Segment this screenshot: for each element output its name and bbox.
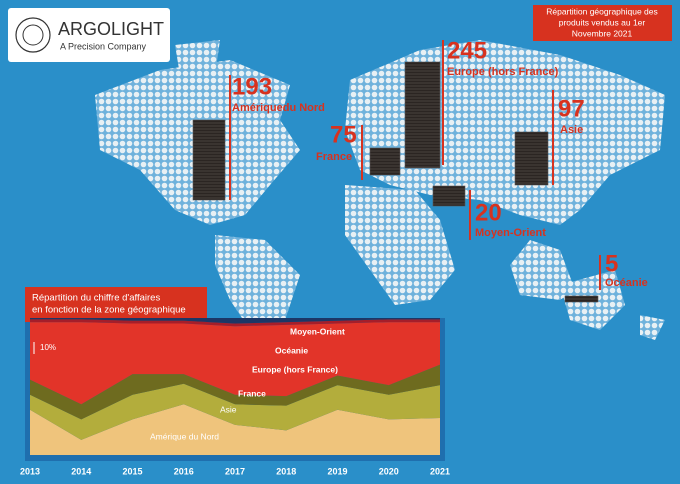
scale-label: 10%: [40, 343, 56, 352]
region-label: Océanie: [605, 277, 648, 289]
region-value: 97: [558, 95, 585, 122]
region-label: Europe (hors France): [447, 66, 559, 78]
chart-title: en fonction de la zone géographique: [32, 305, 186, 316]
logo-tagline: A Precision Company: [60, 41, 147, 51]
x-tick-label: 2019: [327, 466, 347, 476]
coin-stack: [192, 119, 226, 201]
area: [30, 364, 440, 420]
region-value: 245: [447, 37, 487, 64]
x-tick-label: 2018: [276, 466, 296, 476]
chart-title-box: [25, 287, 207, 322]
series-label: Amérique du Nord: [150, 431, 219, 441]
area: [30, 383, 440, 440]
coin-stack: [404, 61, 441, 169]
series-label: Océanie: [275, 345, 308, 355]
x-tick-label: 2016: [174, 466, 194, 476]
series-label: France: [238, 388, 266, 398]
area: [30, 318, 440, 324]
logo-name: ARGOLIGHT: [58, 19, 164, 39]
region-label: Asie: [560, 124, 583, 136]
coin-stack: [369, 147, 401, 176]
x-tick-label: 2017: [225, 466, 245, 476]
region-value: 20: [475, 199, 502, 226]
region-label: Amériquedu Nord: [232, 102, 325, 114]
area: [30, 404, 440, 455]
region-value: 75: [330, 121, 357, 148]
map-title-box: [533, 5, 672, 41]
series-label: Moyen-Orient: [290, 326, 345, 336]
area: [30, 319, 440, 327]
series-label: Europe (hors France): [252, 364, 338, 374]
region-value: 5: [605, 250, 618, 277]
x-tick-label: 2020: [379, 466, 399, 476]
x-tick-label: 2021: [430, 466, 450, 476]
map-title: produits vendus au 1er: [559, 17, 646, 27]
region-label: France: [316, 151, 352, 163]
map-title: Novembre 2021: [572, 28, 633, 38]
x-tick-label: 2013: [20, 466, 40, 476]
x-tick-label: 2014: [71, 466, 91, 476]
x-tick-label: 2015: [122, 466, 142, 476]
chart-title: Répartition du chiffre d'affaires: [32, 293, 160, 304]
series-label: Asie: [220, 404, 237, 414]
logo: ARGOLIGHT A Precision Company: [8, 8, 170, 62]
map-title: Répartition géographique des: [546, 6, 658, 16]
area: [30, 322, 440, 405]
region-value: 193: [232, 73, 272, 100]
region-label: Moyen-Orient: [475, 227, 546, 239]
